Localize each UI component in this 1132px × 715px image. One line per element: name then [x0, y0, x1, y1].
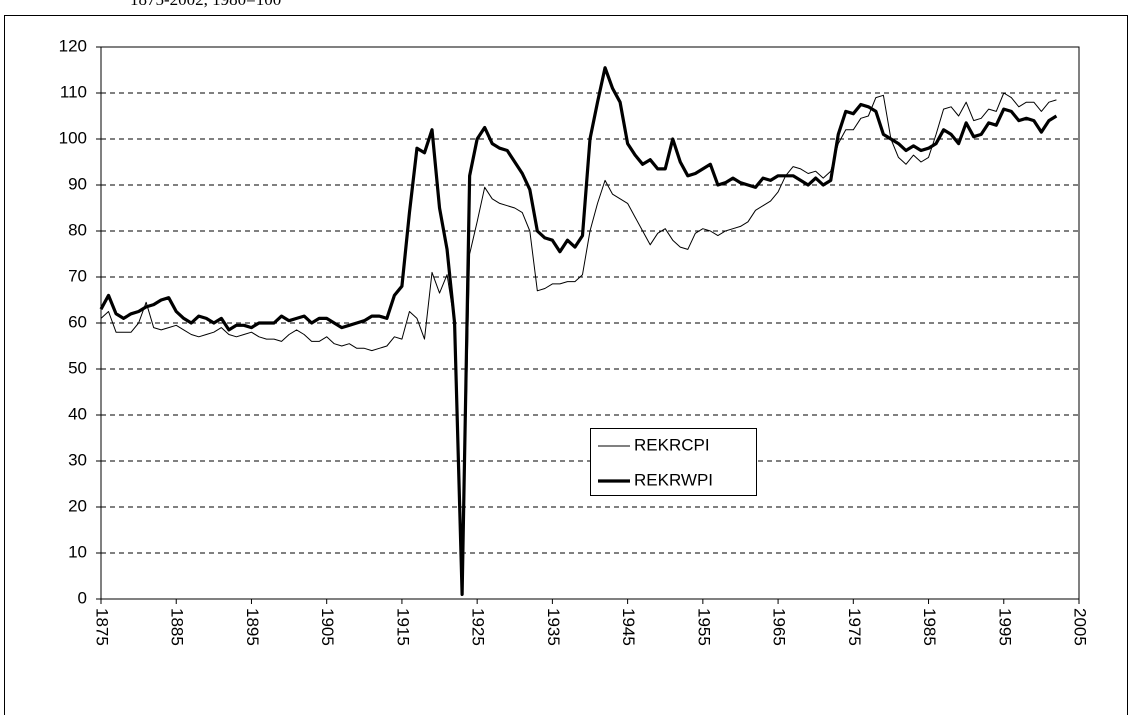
x-tick-label: 1915 [393, 608, 412, 646]
y-tick-label: 120 [59, 36, 87, 55]
y-tick-label: 0 [78, 588, 87, 607]
x-tick-label: 1985 [920, 608, 939, 646]
x-tick-label: 1925 [469, 608, 488, 646]
y-tick-label: 90 [68, 174, 87, 193]
legend: REKRCPI REKRWPI [590, 428, 757, 496]
x-tick-label: 1995 [995, 608, 1014, 646]
legend-label: REKRCPI [634, 435, 710, 454]
y-tick-label: 30 [68, 450, 87, 469]
y-tick-label: 10 [68, 542, 87, 561]
y-tick-label: 100 [59, 128, 87, 147]
x-tick-label: 1965 [770, 608, 789, 646]
data-line [100, 92, 1057, 595]
legend-label: REKRWPI [634, 470, 713, 489]
y-tick-label: 20 [68, 496, 87, 515]
legend-box [590, 428, 757, 496]
plot-area [100, 46, 1080, 600]
x-tick-label: 1955 [694, 608, 713, 646]
y-tick-label: 80 [68, 220, 87, 239]
data-line [99, 66, 1058, 596]
y-tick-label: 70 [68, 266, 87, 285]
x-tick-label: 1935 [544, 608, 563, 646]
chart-frame [4, 15, 1128, 715]
x-tick-label: 1945 [619, 608, 638, 646]
y-tick-label: 40 [68, 404, 87, 423]
x-tick-label: 1885 [168, 608, 187, 646]
x-tick-label: 1895 [243, 608, 262, 646]
chart-subtitle: 1875-2002, 1980=100 [130, 0, 281, 9]
y-tick-label: 50 [68, 358, 87, 377]
y-tick-label: 60 [68, 312, 87, 331]
y-tick-label: 110 [60, 82, 87, 101]
x-tick-label: 1875 [93, 608, 112, 646]
x-tick-label: 2005 [1071, 608, 1090, 646]
x-tick-label: 1975 [845, 608, 864, 646]
x-tick-label: 1905 [318, 608, 337, 646]
